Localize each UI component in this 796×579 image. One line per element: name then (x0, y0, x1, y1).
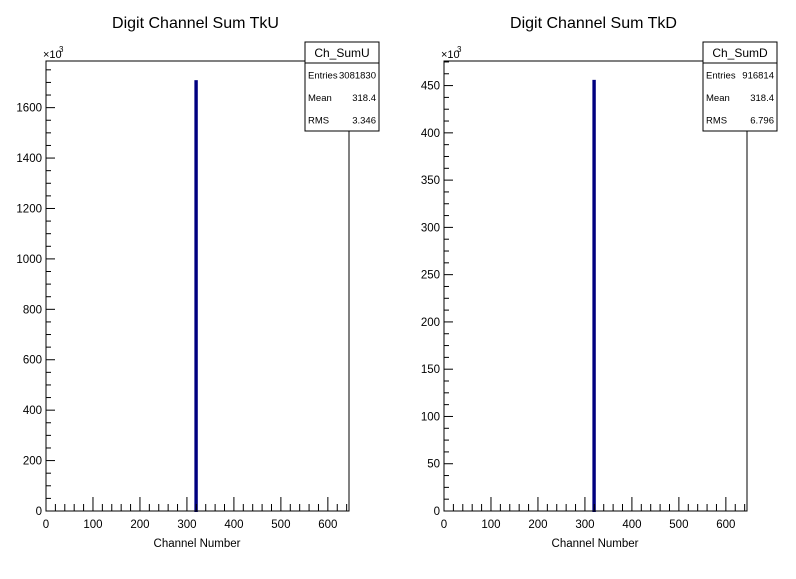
y-tick-label: 0 (36, 506, 42, 518)
y-tick-label: 450 (421, 81, 440, 93)
x-tick-label: 300 (177, 519, 196, 531)
y-multiplier: ×10 (441, 49, 460, 61)
stats-label: RMS (308, 116, 329, 127)
y-tick-label: 1200 (16, 203, 42, 215)
y-tick-label: 250 (421, 270, 440, 282)
y-tick-label: 300 (421, 222, 440, 234)
y-tick-label: 800 (23, 304, 42, 316)
y-multiplier-exponent: 3 (59, 45, 64, 54)
x-tick-label: 400 (224, 519, 243, 531)
chart-title: Digit Channel Sum TkD (510, 15, 677, 32)
stats-value: 916814 (742, 70, 774, 81)
x-tick-label: 200 (528, 519, 547, 531)
histogram-bin (592, 79, 596, 513)
x-tick-label: 600 (716, 519, 735, 531)
y-tick-label: 1600 (16, 103, 42, 115)
y-tick-label: 100 (421, 411, 440, 423)
chart-title: Digit Channel Sum TkU (112, 15, 279, 32)
x-tick-label: 0 (441, 519, 447, 531)
y-tick-label: 1000 (16, 254, 42, 266)
histogram-tku: Digit Channel Sum TkU 0 100 200 300 400 500 600… (16, 15, 380, 550)
x-tick-label: 600 (318, 519, 337, 531)
stats-value: 6.796 (750, 116, 774, 127)
y-tick-label: 600 (23, 355, 42, 367)
stats-value: 3.346 (352, 116, 376, 127)
stats-box (702, 41, 778, 132)
x-tick-label: 500 (271, 519, 290, 531)
y-tick-label: 150 (421, 364, 440, 376)
stats-box (304, 41, 380, 132)
y-tick-label: 400 (421, 128, 440, 140)
stats-label: Entries (706, 70, 736, 81)
x-tick-label: 0 (43, 519, 49, 531)
y-multiplier: ×10 (43, 49, 62, 61)
stats-value: 3081830 (339, 70, 376, 81)
x-tick-label: 100 (481, 519, 500, 531)
stats-value: 318.4 (750, 93, 774, 104)
histogram-bin (194, 80, 198, 513)
y-tick-label: 50 (427, 459, 440, 471)
histogram-pad-tku: Digit Channel Sum TkU 0 100 200 300 400 500 600… (0, 0, 398, 574)
stats-value: 318.4 (352, 93, 376, 104)
x-tick-label: 400 (622, 519, 641, 531)
y-tick-label: 0 (434, 506, 440, 518)
stats-label: Entries (308, 70, 338, 81)
x-axis-label: Channel Number (154, 538, 241, 550)
x-tick-label: 500 (669, 519, 688, 531)
histogram-pad-tkd: Digit Channel Sum TkD 0 100 200 300 400 500 600… (398, 0, 796, 574)
stats-title: Ch_SumD (712, 46, 768, 60)
stats-label: Mean (706, 93, 730, 104)
x-tick-label: 100 (83, 519, 102, 531)
x-axis-label: Channel Number (552, 538, 639, 550)
y-tick-label: 200 (23, 456, 42, 468)
x-tick-label: 200 (130, 519, 149, 531)
x-tick-label: 300 (575, 519, 594, 531)
y-tick-label: 350 (421, 175, 440, 187)
y-multiplier-exponent: 3 (457, 45, 462, 54)
stats-title: Ch_SumU (314, 46, 369, 60)
plot-frame (45, 60, 350, 512)
stats-label: Mean (308, 93, 332, 104)
y-tick-label: 400 (23, 405, 42, 417)
y-tick-label: 200 (421, 317, 440, 329)
y-tick-label: 1400 (16, 153, 42, 165)
stats-label: RMS (706, 116, 727, 127)
